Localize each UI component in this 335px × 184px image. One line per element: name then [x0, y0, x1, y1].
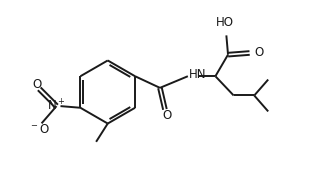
- Text: HN: HN: [189, 68, 206, 81]
- Text: O: O: [254, 46, 264, 59]
- Text: $^-$O: $^-$O: [29, 123, 50, 136]
- Text: O: O: [162, 109, 171, 122]
- Text: HO: HO: [216, 16, 234, 29]
- Text: O: O: [32, 78, 42, 91]
- Text: N$^+$: N$^+$: [47, 98, 66, 114]
